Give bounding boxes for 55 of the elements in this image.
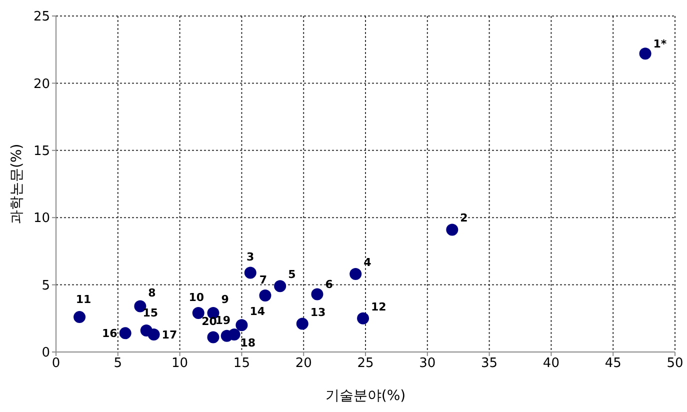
annotation: 5 — [288, 268, 296, 282]
point — [148, 328, 160, 341]
point — [296, 318, 308, 330]
y-tick-label: 0 — [42, 346, 50, 361]
annotation: 11 — [76, 293, 92, 306]
y-tick-label: 15 — [33, 144, 50, 160]
point — [274, 280, 286, 292]
annotation: 10 — [188, 291, 204, 304]
x-tick-label: 30 — [419, 356, 436, 372]
annotation: 18 — [240, 336, 256, 350]
y-tick-label: 10 — [33, 211, 50, 226]
y-tick-label: 5 — [42, 278, 50, 294]
annotation: 16 — [102, 327, 118, 340]
point — [350, 268, 362, 280]
x-tick-label: 10 — [172, 356, 188, 372]
point — [446, 224, 458, 236]
point — [119, 327, 132, 340]
point — [259, 290, 272, 302]
point — [220, 330, 233, 342]
annotation: 4 — [364, 256, 372, 270]
annotation: 13 — [310, 306, 326, 319]
x-tick-label: 25 — [357, 356, 374, 372]
point — [192, 307, 204, 320]
annotation: 2 — [460, 212, 468, 225]
annotation: 7 — [259, 274, 268, 287]
annotation: 17 — [162, 328, 178, 342]
point — [236, 319, 248, 332]
x-tick-label: 5 — [114, 356, 122, 372]
x-tick-label: 20 — [295, 356, 312, 372]
x-tick-label: 0 — [52, 356, 60, 372]
x-tick-label: 35 — [481, 356, 498, 372]
x-axis-title: 기술분야(%) — [325, 388, 406, 404]
point — [244, 266, 256, 279]
y-tick-label: 20 — [33, 76, 50, 92]
point — [207, 331, 220, 344]
annotation: 20 — [202, 315, 218, 328]
point — [357, 312, 370, 324]
annotation: 3 — [246, 250, 254, 264]
annotation: 15 — [142, 306, 158, 320]
y-tick-label: 25 — [33, 10, 50, 25]
point — [74, 311, 86, 324]
annotation: 6 — [325, 278, 334, 292]
annotation: 14 — [250, 305, 266, 318]
annotation: 9 — [221, 293, 229, 306]
point — [311, 288, 324, 300]
annotation: 19 — [215, 314, 230, 327]
x-tick-label: 15 — [233, 356, 250, 372]
x-tick-label: 50 — [666, 356, 684, 372]
y-axis-title: 과학논문(%) — [8, 144, 25, 224]
annotation: 1* — [653, 38, 667, 51]
x-tick-label: 40 — [542, 356, 560, 372]
annotation: 12 — [371, 300, 386, 314]
point — [639, 48, 652, 60]
annotation: 8 — [148, 286, 156, 300]
x-tick-label: 45 — [604, 356, 622, 372]
